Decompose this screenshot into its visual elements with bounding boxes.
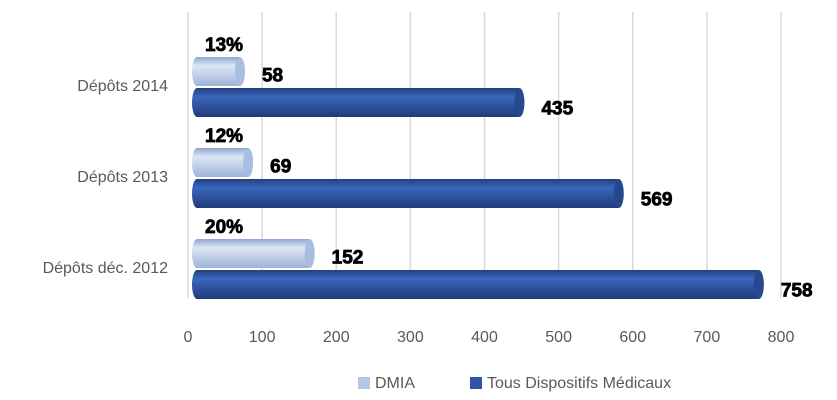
bar-start [192, 88, 202, 117]
bar [197, 88, 520, 117]
value-label: 758 [781, 281, 813, 302]
value-label: 69 [270, 157, 291, 178]
category-label: Dépôts 2013 [77, 169, 168, 186]
bar [197, 239, 310, 268]
bar [197, 148, 249, 177]
category-label: Dépôts 2014 [77, 78, 168, 95]
category-label: Dépôts déc. 2012 [43, 260, 169, 277]
bar [197, 270, 759, 299]
bar-cap [753, 270, 764, 299]
value-label: 58 [262, 66, 283, 87]
bar-start [192, 270, 202, 299]
bar-cap [304, 239, 315, 268]
x-tick-label: 800 [768, 329, 795, 346]
bar-start [192, 148, 202, 177]
legend-label: Tous Dispositifs Médicaux [487, 375, 671, 392]
bar [197, 179, 619, 208]
x-tick-label: 400 [471, 329, 498, 346]
x-tick-label: 600 [619, 329, 646, 346]
bar-cap [243, 148, 254, 177]
bar-start [192, 239, 202, 268]
bar-start [192, 179, 202, 208]
legend-label: DMIA [375, 375, 415, 392]
bar [197, 57, 240, 86]
value-label: 435 [541, 99, 573, 120]
x-tick-label: 500 [545, 329, 572, 346]
value-label: 152 [332, 248, 364, 269]
share-label: 13% [205, 35, 243, 56]
x-tick-label: 100 [249, 329, 276, 346]
x-tick-label: 0 [184, 329, 193, 346]
bar-start [192, 57, 202, 86]
bar-cap [234, 57, 245, 86]
bar-cap [514, 88, 525, 117]
bar-cap [613, 179, 624, 208]
share-label: 20% [205, 217, 243, 238]
legend-swatch [470, 377, 482, 389]
x-tick-label: 700 [694, 329, 721, 346]
x-tick-label: 200 [323, 329, 350, 346]
share-label: 12% [205, 126, 243, 147]
x-tick-label: 300 [397, 329, 424, 346]
value-label: 569 [641, 190, 673, 211]
legend-swatch [358, 377, 370, 389]
